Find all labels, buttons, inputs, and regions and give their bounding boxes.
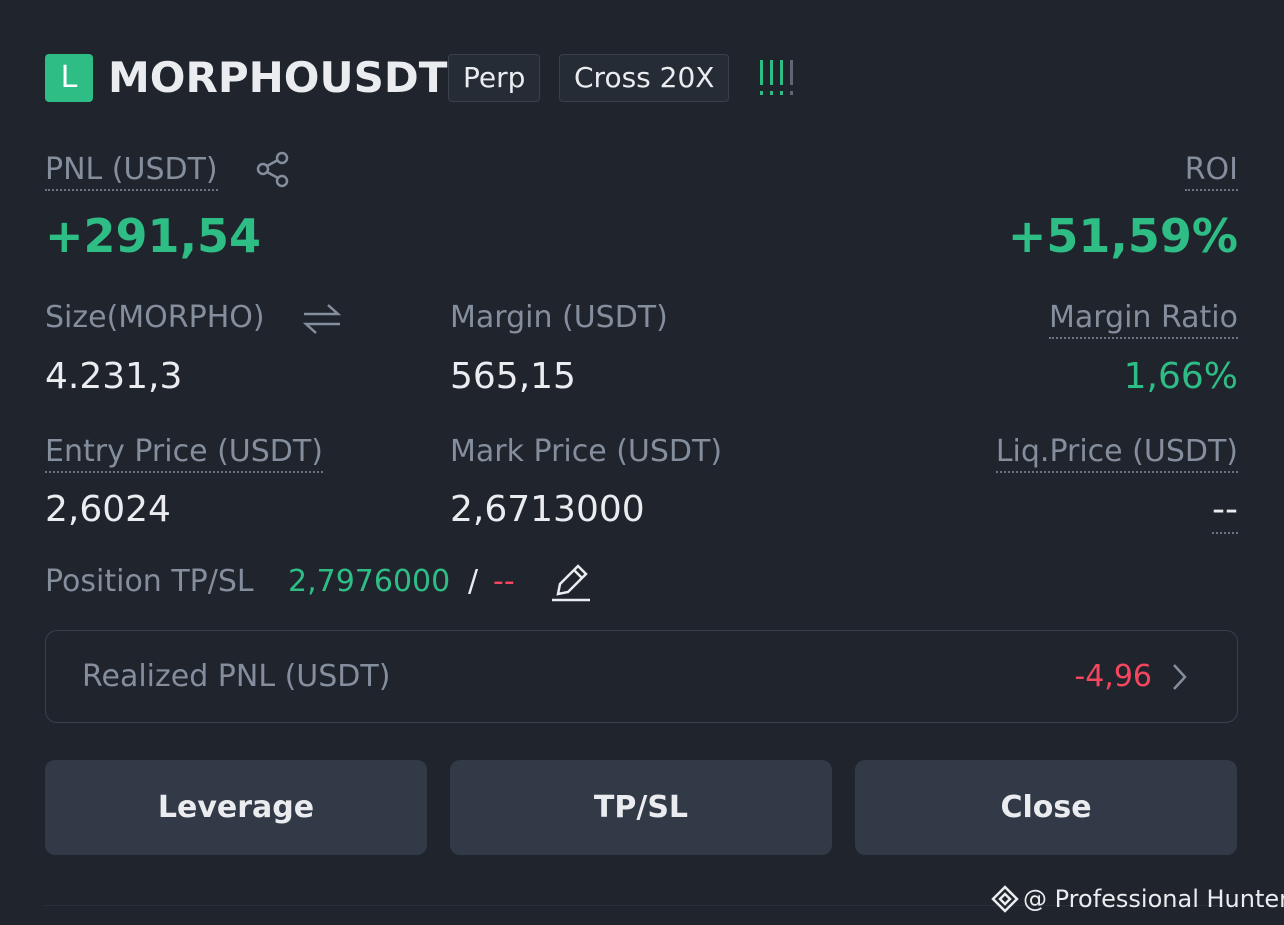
swap-icon[interactable] — [302, 302, 342, 336]
tpsl-label: Position TP/SL — [45, 564, 254, 599]
share-icon[interactable] — [255, 150, 293, 188]
tpsl-button[interactable]: TP/SL — [450, 760, 832, 855]
field-label: Size(MORPHO) — [45, 300, 265, 335]
symbol: MORPHOUSDT — [108, 53, 448, 102]
tp-value: 2,7976000 — [288, 564, 451, 599]
side-badge: L — [45, 54, 93, 102]
pnl-value: +291,54 — [45, 209, 262, 263]
field-label: Entry Price (USDT) — [45, 434, 323, 473]
watermark: @ Professional Hunter — [1023, 885, 1284, 913]
field-value: 565,15 — [450, 356, 576, 397]
adl-indicator — [760, 60, 793, 95]
realized-value: -4,96 — [1074, 659, 1152, 694]
field-value: -- — [1212, 489, 1238, 534]
field-value: 2,6713000 — [450, 489, 645, 530]
chevron-icon — [1173, 664, 1187, 690]
field-label: Margin (USDT) — [450, 300, 668, 335]
tag: Perp — [448, 54, 541, 102]
roi-value: +51,59% — [1007, 209, 1238, 263]
realized-pnl-row[interactable] — [45, 630, 1238, 723]
field-label: Liq.Price (USDT) — [995, 434, 1238, 473]
field-value: 1,66% — [1123, 356, 1238, 397]
roi-label: ROI — [1184, 152, 1238, 191]
close-button[interactable]: Close — [855, 760, 1237, 855]
edit-icon[interactable] — [550, 560, 594, 604]
realized-label: Realized PNL (USDT) — [82, 659, 391, 694]
pnl-label: PNL (USDT) — [45, 152, 218, 191]
leverage-button[interactable]: Leverage — [45, 760, 427, 855]
logo-icon — [991, 885, 1019, 913]
field-value: 4.231,3 — [45, 356, 183, 397]
divider — [45, 905, 1238, 906]
tpsl-separator: / — [468, 564, 479, 599]
field-value: 2,6024 — [45, 489, 171, 530]
tag: Cross 20X — [559, 54, 730, 102]
sl-value: -- — [493, 564, 515, 599]
field-label: Mark Price (USDT) — [450, 434, 723, 469]
field-label: Margin Ratio — [1048, 300, 1238, 339]
